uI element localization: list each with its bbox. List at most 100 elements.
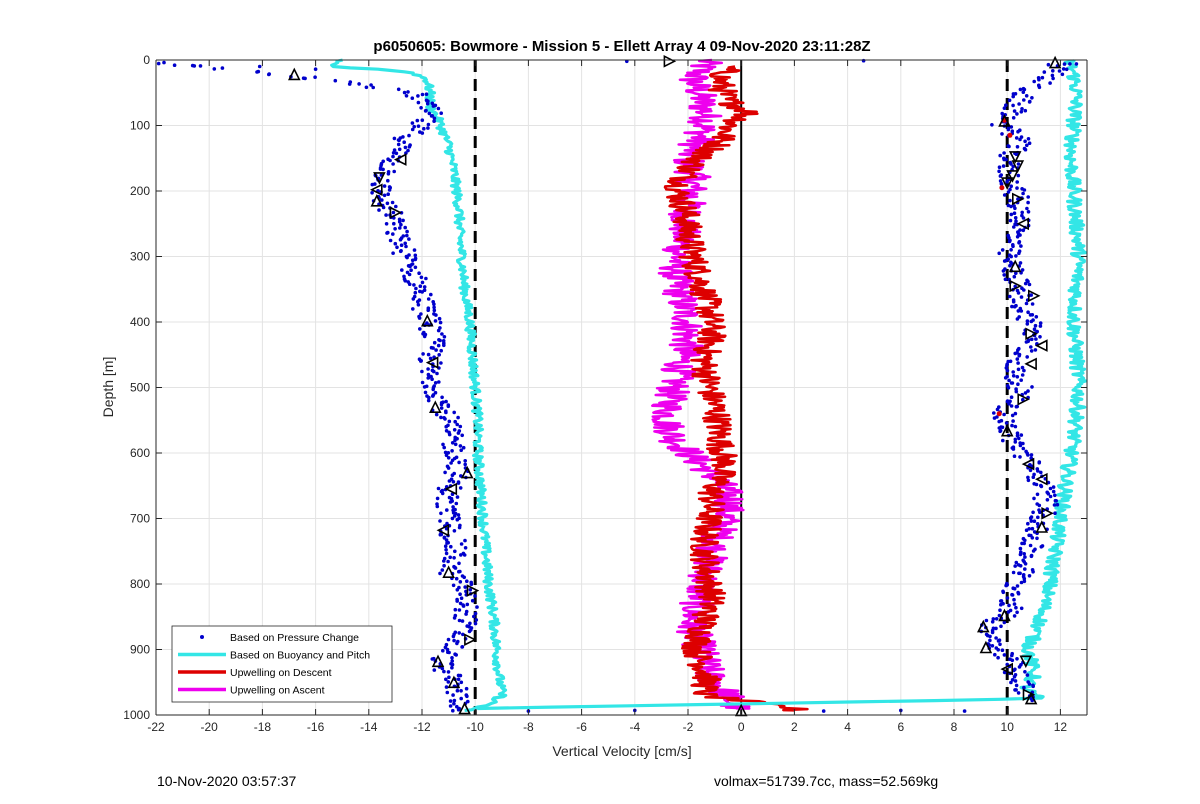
pressure-ascent-point	[1001, 164, 1006, 168]
pressure-descent-point	[457, 618, 462, 623]
pressure-ascent-point	[1028, 99, 1032, 104]
pressure-ascent-point	[1020, 210, 1024, 215]
pressure-descent-point	[401, 218, 405, 223]
upwelling-descent-line	[663, 65, 809, 712]
pressure-ascent-point	[1036, 469, 1040, 473]
pressure-ascent-point	[1003, 277, 1008, 282]
x-tick-label: -10	[467, 720, 485, 734]
triangle-marker	[1035, 472, 1048, 486]
pressure-ascent-point	[1015, 112, 1019, 116]
pressure-descent-point	[357, 82, 361, 86]
pressure-ascent-point	[1037, 85, 1042, 90]
pressure-descent-point	[413, 290, 418, 295]
pressure-ascent-point	[1029, 519, 1034, 523]
triangle-marker	[370, 194, 384, 207]
pressure-ascent-point	[1019, 244, 1023, 248]
pressure-descent-point	[400, 268, 404, 272]
pressure-ascent-point	[1002, 259, 1007, 263]
pressure-ascent-point	[1002, 653, 1007, 657]
pressure-ascent-point	[1019, 580, 1024, 585]
pressure-ascent-point	[990, 630, 995, 635]
pressure-ascent-point	[1028, 468, 1033, 473]
pressure-descent-point	[156, 61, 161, 66]
triangle-marker	[1048, 55, 1062, 69]
pressure-descent-point	[427, 395, 431, 400]
tick-labels: -22 -20 -18 -16 -14 -12 -10 -8 -6 -4 -2 0 2 4 6 8 10 1201…	[123, 53, 1067, 734]
pressure-ascent-point	[1048, 494, 1053, 499]
pressure-ascent-point	[1000, 111, 1004, 116]
pressure-ascent-point	[1014, 254, 1018, 258]
pressure-ascent-point	[992, 411, 996, 415]
pressure-ascent-point	[1023, 538, 1027, 543]
pressure-descent-point	[460, 645, 464, 649]
pressure-ascent-point	[1004, 583, 1008, 588]
pressure-descent-point	[456, 677, 461, 682]
pressure-ascent-point	[1022, 368, 1026, 373]
pressure-ascent-point	[998, 429, 1002, 434]
pressure-ascent-point	[1013, 411, 1018, 416]
pressure-descent-point	[444, 685, 449, 689]
pressure-descent-point	[450, 473, 455, 478]
pressure-descent-point	[399, 222, 403, 227]
pressure-ascent-point	[1038, 335, 1042, 339]
pressure-ascent-point	[1030, 96, 1034, 100]
pressure-outlier-point	[162, 60, 166, 65]
pressure-descent-point	[444, 548, 448, 552]
pressure-descent-point	[402, 90, 407, 95]
pressure-descent-point	[430, 101, 435, 106]
pressure-descent-point	[430, 377, 434, 382]
pressure-ascent-point	[1017, 665, 1022, 669]
pressure-descent-point	[459, 696, 464, 701]
pressure-descent-point	[472, 614, 476, 619]
pressure-ascent-point	[1022, 188, 1027, 192]
pressure-descent-point	[450, 665, 454, 670]
pressure-ascent-point	[1019, 295, 1024, 299]
pressure-descent-point	[398, 249, 403, 254]
pressure-descent-point	[452, 701, 456, 706]
pressure-ascent-point	[1017, 436, 1021, 441]
pressure-ascent-point	[1017, 102, 1021, 106]
pressure-ascent-point	[1009, 680, 1013, 685]
pressure-descent-point	[394, 204, 398, 209]
pressure-ascent-point	[1011, 244, 1015, 249]
x-tick-label: -2	[683, 720, 694, 734]
legend-entry-label: Upwelling on Ascent	[230, 685, 325, 697]
pressure-descent-point	[452, 410, 457, 415]
pressure-descent-point	[449, 461, 453, 465]
pressure-descent-point	[407, 282, 412, 287]
pressure-descent-point	[385, 231, 389, 235]
pressure-descent-point	[416, 100, 421, 105]
pressure-descent-point	[469, 582, 474, 586]
pressure-descent-point	[388, 238, 393, 243]
pressure-ascent-point	[1012, 674, 1017, 679]
pressure-descent-point	[461, 604, 466, 608]
pressure-ascent-point	[988, 634, 992, 639]
pressure-ascent-point	[1053, 493, 1057, 498]
pressure-ascent-point	[1023, 147, 1028, 152]
pressure-ascent-point	[1022, 576, 1027, 581]
triangle-marker	[466, 584, 480, 597]
triangle-marker	[1025, 327, 1038, 341]
pressure-descent-point	[442, 343, 446, 348]
pressure-ascent-point	[1024, 528, 1029, 532]
y-tick-label: 700	[130, 512, 150, 526]
pressure-descent-point	[426, 372, 431, 377]
pressure-descent-point	[393, 241, 398, 246]
pressure-ascent-point	[1017, 353, 1021, 358]
pressure-descent-point	[391, 232, 395, 236]
triangle-marker	[458, 701, 471, 715]
pressure-descent-point	[422, 126, 426, 131]
pressure-ascent-point	[1007, 603, 1011, 608]
pressure-ascent-point	[1030, 302, 1035, 306]
pressure-descent-point	[431, 394, 435, 398]
pressure-ascent-point	[1046, 62, 1051, 67]
pressure-descent-point	[455, 704, 459, 709]
pressure-ascent-point	[1052, 503, 1057, 507]
pressure-descent-point	[431, 387, 436, 392]
pressure-descent-point	[452, 638, 456, 643]
pressure-outlier-point	[257, 64, 262, 69]
pressure-descent-point	[452, 428, 457, 432]
pressure-ascent-point	[1012, 454, 1017, 459]
pressure-descent-point	[370, 182, 375, 187]
pressure-ascent-point	[1025, 322, 1030, 326]
